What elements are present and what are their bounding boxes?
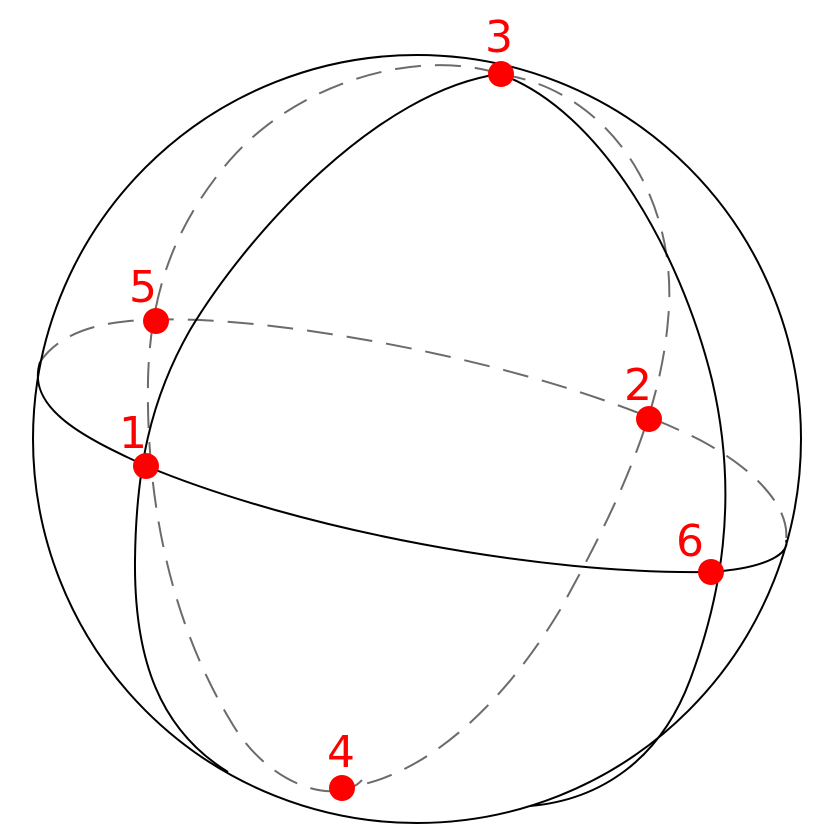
label-4: 4: [327, 727, 355, 778]
equator-back-arc: [39, 318, 788, 541]
right-meridian-back-arc: [341, 73, 671, 789]
label-3: 3: [485, 12, 513, 63]
front-arcs: [32, 54, 802, 824]
hidden-arcs: [39, 64, 788, 793]
point-1: [133, 453, 159, 479]
sphere-outline: [32, 54, 802, 824]
right-meridian-front-arc: [499, 73, 727, 807]
label-6: 6: [676, 516, 704, 567]
label-5: 5: [129, 262, 157, 313]
point-5: [143, 308, 169, 334]
labels: 1 2 3 4 5 6: [119, 12, 704, 778]
equator-front-arc: [36, 361, 788, 574]
point-4: [329, 775, 355, 801]
label-1: 1: [119, 408, 147, 459]
point-6: [698, 559, 724, 585]
left-meridian-back-arc: [146, 64, 501, 793]
left-meridian-front-arc: [133, 73, 501, 773]
point-2: [636, 406, 662, 432]
label-2: 2: [624, 360, 652, 411]
point-3: [488, 61, 514, 87]
points: [133, 61, 724, 801]
